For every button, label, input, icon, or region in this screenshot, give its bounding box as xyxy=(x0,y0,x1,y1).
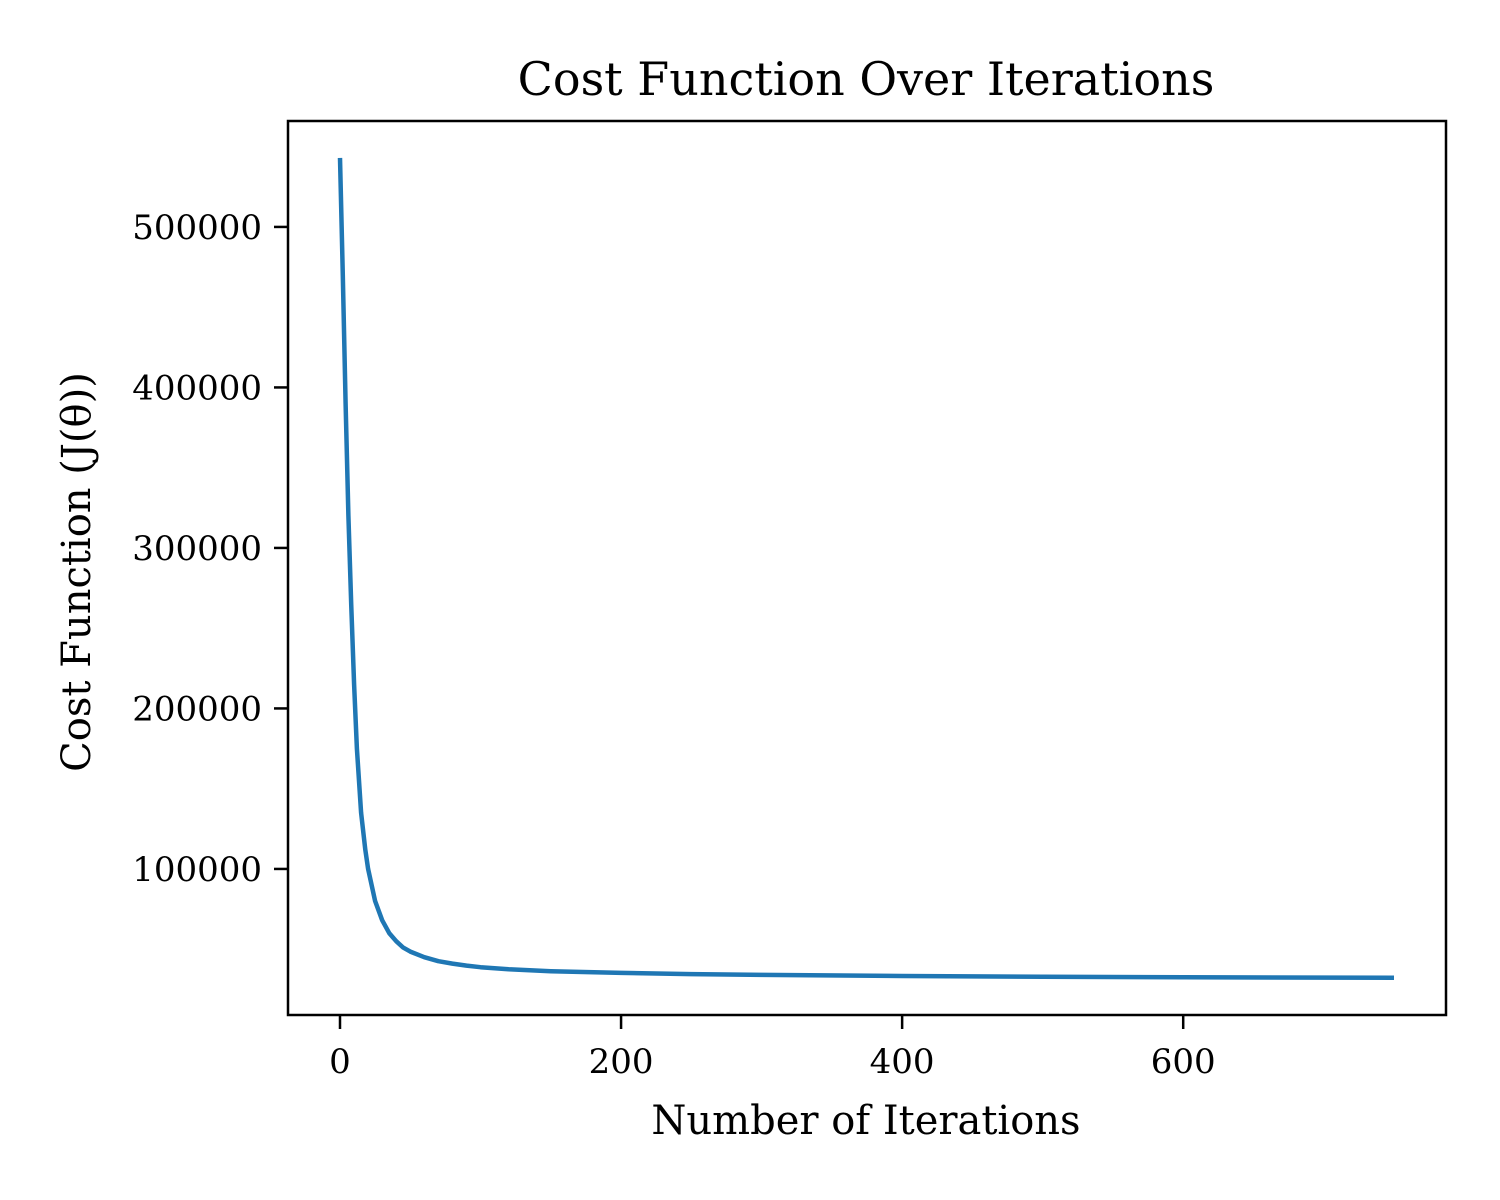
y-tick-label: 300000 xyxy=(132,529,262,569)
x-tick-label: 0 xyxy=(329,1042,351,1082)
chart-title: Cost Function Over Iterations xyxy=(518,52,1215,106)
y-tick-label: 200000 xyxy=(132,689,262,729)
x-tick-label: 600 xyxy=(1151,1042,1216,1082)
series-layer xyxy=(337,157,1395,981)
y-tick-label: 400000 xyxy=(132,368,262,408)
y-tick-label: 500000 xyxy=(132,208,262,248)
cost-series-line xyxy=(337,157,1395,981)
plot-frame xyxy=(286,119,1448,1017)
y-axis-title: Cost Function (J(θ)) xyxy=(54,372,100,772)
x-axis-title: Number of Iterations xyxy=(651,1098,1080,1144)
x-tick-label: 200 xyxy=(589,1042,654,1082)
tick-layer: 0 200 400 600 100000 200000 300000 400000 500000 xyxy=(132,208,1215,1082)
y-tick-label: 100000 xyxy=(132,850,262,890)
x-tick-label: 400 xyxy=(870,1042,935,1082)
